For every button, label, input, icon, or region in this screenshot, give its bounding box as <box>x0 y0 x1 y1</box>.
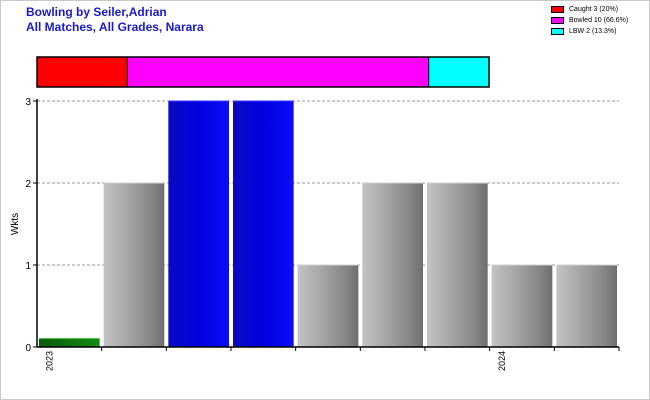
bar-5 <box>362 183 423 347</box>
legend-label-lbw: LBW 2 (13.3%) <box>569 28 617 35</box>
x-tick-label: 2024 <box>497 351 507 371</box>
bar-2 <box>168 101 229 347</box>
bar-4 <box>297 265 359 347</box>
stacked-bar-chart <box>36 56 490 88</box>
x-tick-label: 2023 <box>44 351 54 371</box>
chart-title: Bowling by Seiler,Adrian <box>26 5 167 19</box>
wickets-bar-chart: 0 1 2 3 Wkts 2023 2024 <box>10 97 620 371</box>
bar-6 <box>427 183 488 347</box>
legend-swatch-bowled <box>551 17 564 24</box>
stacked-segment-caught <box>36 56 128 88</box>
legend-swatch-lbw <box>551 28 564 35</box>
bar-1 <box>103 183 165 347</box>
stacked-segment-lbw <box>428 56 490 88</box>
bar-8 <box>556 265 617 347</box>
bar-7 <box>491 265 553 347</box>
y-tick-label: 1 <box>25 261 31 272</box>
y-tick-label: 2 <box>25 179 31 190</box>
y-axis-label: Wkts <box>10 213 21 235</box>
chart-subtitle: All Matches, All Grades, Narara <box>26 20 204 34</box>
stacked-segment-bowled <box>126 56 430 88</box>
y-tick-label: 0 <box>25 343 31 354</box>
stacked-bar-border <box>36 56 490 88</box>
legend-swatch-caught <box>551 6 564 13</box>
legend-label-caught: Caught 3 (20%) <box>569 6 619 13</box>
y-tick-label: 3 <box>25 97 31 108</box>
legend-label-bowled: Bowled 10 (66.6%) <box>569 17 629 24</box>
bar-3 <box>233 101 294 347</box>
bar-0 <box>39 338 100 347</box>
